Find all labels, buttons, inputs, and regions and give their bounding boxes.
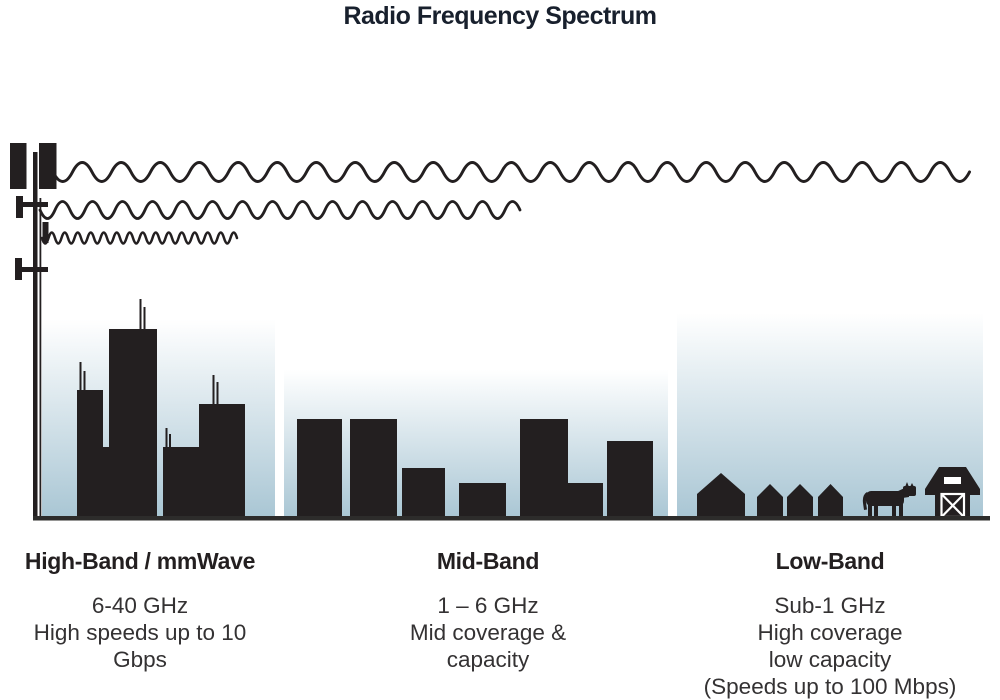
barn-icon: [925, 467, 980, 519]
high-band-frequency: 6-40 GHz: [91, 593, 189, 618]
antenna-panel-right: [39, 143, 57, 189]
low-band-label: Low-Band Sub-1 GHz High coverage low cap…: [670, 549, 990, 700]
low-band-frequency: Sub-1 GHz: [774, 593, 886, 618]
long-wavelength-wave-icon: [51, 161, 971, 183]
mid-band-frequency: 1 – 6 GHz: [437, 593, 539, 618]
mid-band-heading: Mid-Band: [436, 548, 540, 574]
ground-line: [33, 516, 990, 521]
low-band-description: low capacity: [768, 647, 892, 672]
page-title: Radio Frequency Spectrum: [343, 2, 657, 30]
house-icon: [697, 473, 745, 518]
house-icon: [818, 484, 843, 518]
antenna-panel-left: [10, 143, 27, 189]
cow-icon: [862, 482, 916, 518]
house-icon: [787, 484, 813, 518]
low-band-countryside-icon: [697, 467, 980, 519]
skyscraper-city-icon: [77, 299, 245, 518]
cell-tower-icon: [10, 143, 57, 518]
mid-band-description: Mid coverage & capacity: [409, 620, 567, 672]
medium-wavelength-wave-icon: [38, 200, 522, 220]
low-band-heading: Low-Band: [775, 548, 885, 574]
high-band-description: High speeds up to 10 Gbps: [33, 620, 247, 672]
high-band-heading: High-Band / mmWave: [24, 548, 256, 574]
short-wavelength-wave-icon: [40, 231, 239, 245]
house-icon: [757, 484, 783, 518]
mid-band-sky: [284, 300, 668, 518]
low-band-description: (Speeds up to 100 Mbps): [703, 674, 957, 699]
mid-band-label: Mid-Band 1 – 6 GHz Mid coverage & capaci…: [366, 549, 610, 673]
low-band-description: High coverage: [757, 620, 903, 645]
midrise-city-icon: [297, 419, 653, 518]
high-band-label: High-Band / mmWave 6-40 GHz High speeds …: [20, 549, 260, 673]
